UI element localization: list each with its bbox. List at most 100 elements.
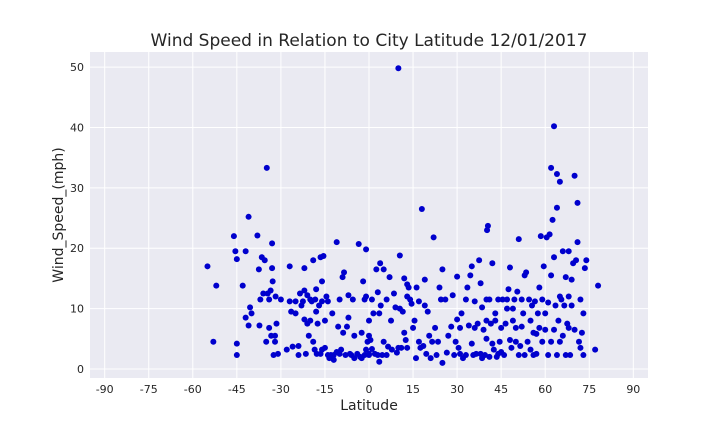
data-point (256, 322, 263, 329)
x-tick-label: -60 (184, 383, 202, 396)
data-point (489, 260, 496, 267)
x-tick-label: 45 (494, 383, 508, 396)
data-point (239, 282, 246, 289)
data-point (490, 346, 497, 353)
x-tick-label: 90 (626, 383, 640, 396)
data-point (363, 346, 370, 353)
data-point (492, 310, 499, 317)
data-point (523, 269, 530, 276)
data-point (213, 282, 220, 289)
data-point (595, 282, 602, 289)
data-point (539, 296, 546, 303)
data-point (501, 352, 508, 359)
chart-title: Wind Speed in Relation to City Latitude … (151, 31, 588, 51)
data-point (323, 293, 330, 300)
data-point (571, 172, 578, 179)
data-point (319, 278, 326, 285)
data-point (515, 236, 522, 243)
data-point (420, 343, 427, 350)
data-point (575, 338, 582, 345)
data-point (204, 263, 211, 270)
data-point (424, 308, 431, 315)
data-point (436, 284, 443, 291)
data-point (581, 265, 588, 272)
data-point (373, 266, 380, 273)
data-point (451, 352, 458, 359)
data-point (449, 292, 456, 299)
data-point (312, 296, 319, 303)
x-tick-label: 15 (406, 383, 420, 396)
y-axis-label: Wind_Speed_(mph) (51, 147, 67, 282)
data-point (345, 314, 352, 321)
data-point (565, 248, 572, 255)
data-point (380, 266, 387, 273)
data-point (486, 353, 493, 360)
data-point (558, 296, 565, 303)
data-point (580, 310, 587, 317)
data-point (527, 346, 534, 353)
data-point (413, 284, 420, 291)
data-point (319, 298, 326, 305)
x-tick-label: 60 (538, 383, 552, 396)
data-point (260, 290, 267, 297)
data-point (477, 280, 484, 287)
data-point (380, 338, 387, 345)
data-point (526, 296, 533, 303)
data-point (578, 329, 585, 336)
x-tick-label: 30 (450, 383, 464, 396)
data-point (374, 352, 381, 359)
data-point (429, 338, 436, 345)
data-point (559, 248, 566, 255)
data-point (321, 344, 328, 351)
data-point (339, 274, 346, 281)
data-point (266, 324, 273, 331)
data-point (366, 317, 372, 324)
data-point (548, 272, 555, 279)
data-point (480, 326, 487, 333)
data-point (454, 273, 461, 280)
data-point (518, 323, 525, 330)
data-point (427, 355, 434, 362)
data-point (426, 332, 433, 339)
data-point (386, 274, 393, 281)
data-point (430, 234, 437, 241)
data-point (568, 276, 575, 283)
data-point (561, 302, 568, 309)
data-point (363, 293, 370, 300)
data-point (496, 338, 503, 345)
data-point (574, 239, 581, 246)
data-point (565, 293, 572, 300)
gridlines (90, 52, 648, 378)
data-point (432, 324, 439, 331)
data-point (289, 343, 296, 350)
data-point (257, 296, 264, 303)
data-point (471, 298, 478, 305)
data-point (383, 296, 390, 303)
data-point (321, 317, 328, 324)
y-tick-labels: 0 10 20 30 40 50 (70, 61, 84, 376)
data-point (484, 222, 491, 229)
data-point (301, 265, 308, 272)
data-point (556, 178, 563, 185)
data-point (367, 336, 374, 343)
data-point (307, 317, 314, 324)
data-point (272, 338, 279, 345)
data-point (540, 263, 547, 270)
data-point (295, 352, 302, 359)
data-point (310, 338, 317, 345)
data-point (336, 296, 343, 303)
data-point (267, 287, 274, 294)
data-point (471, 324, 478, 331)
data-point (437, 296, 444, 303)
data-point (272, 332, 279, 339)
x-tick-label: -15 (316, 383, 334, 396)
data-point (533, 350, 540, 357)
data-point (433, 352, 440, 359)
data-point (553, 170, 560, 177)
data-point (468, 263, 475, 270)
data-point (520, 310, 527, 317)
data-point (390, 290, 397, 297)
data-point (412, 355, 419, 362)
data-point (527, 317, 534, 324)
data-point (486, 296, 493, 303)
